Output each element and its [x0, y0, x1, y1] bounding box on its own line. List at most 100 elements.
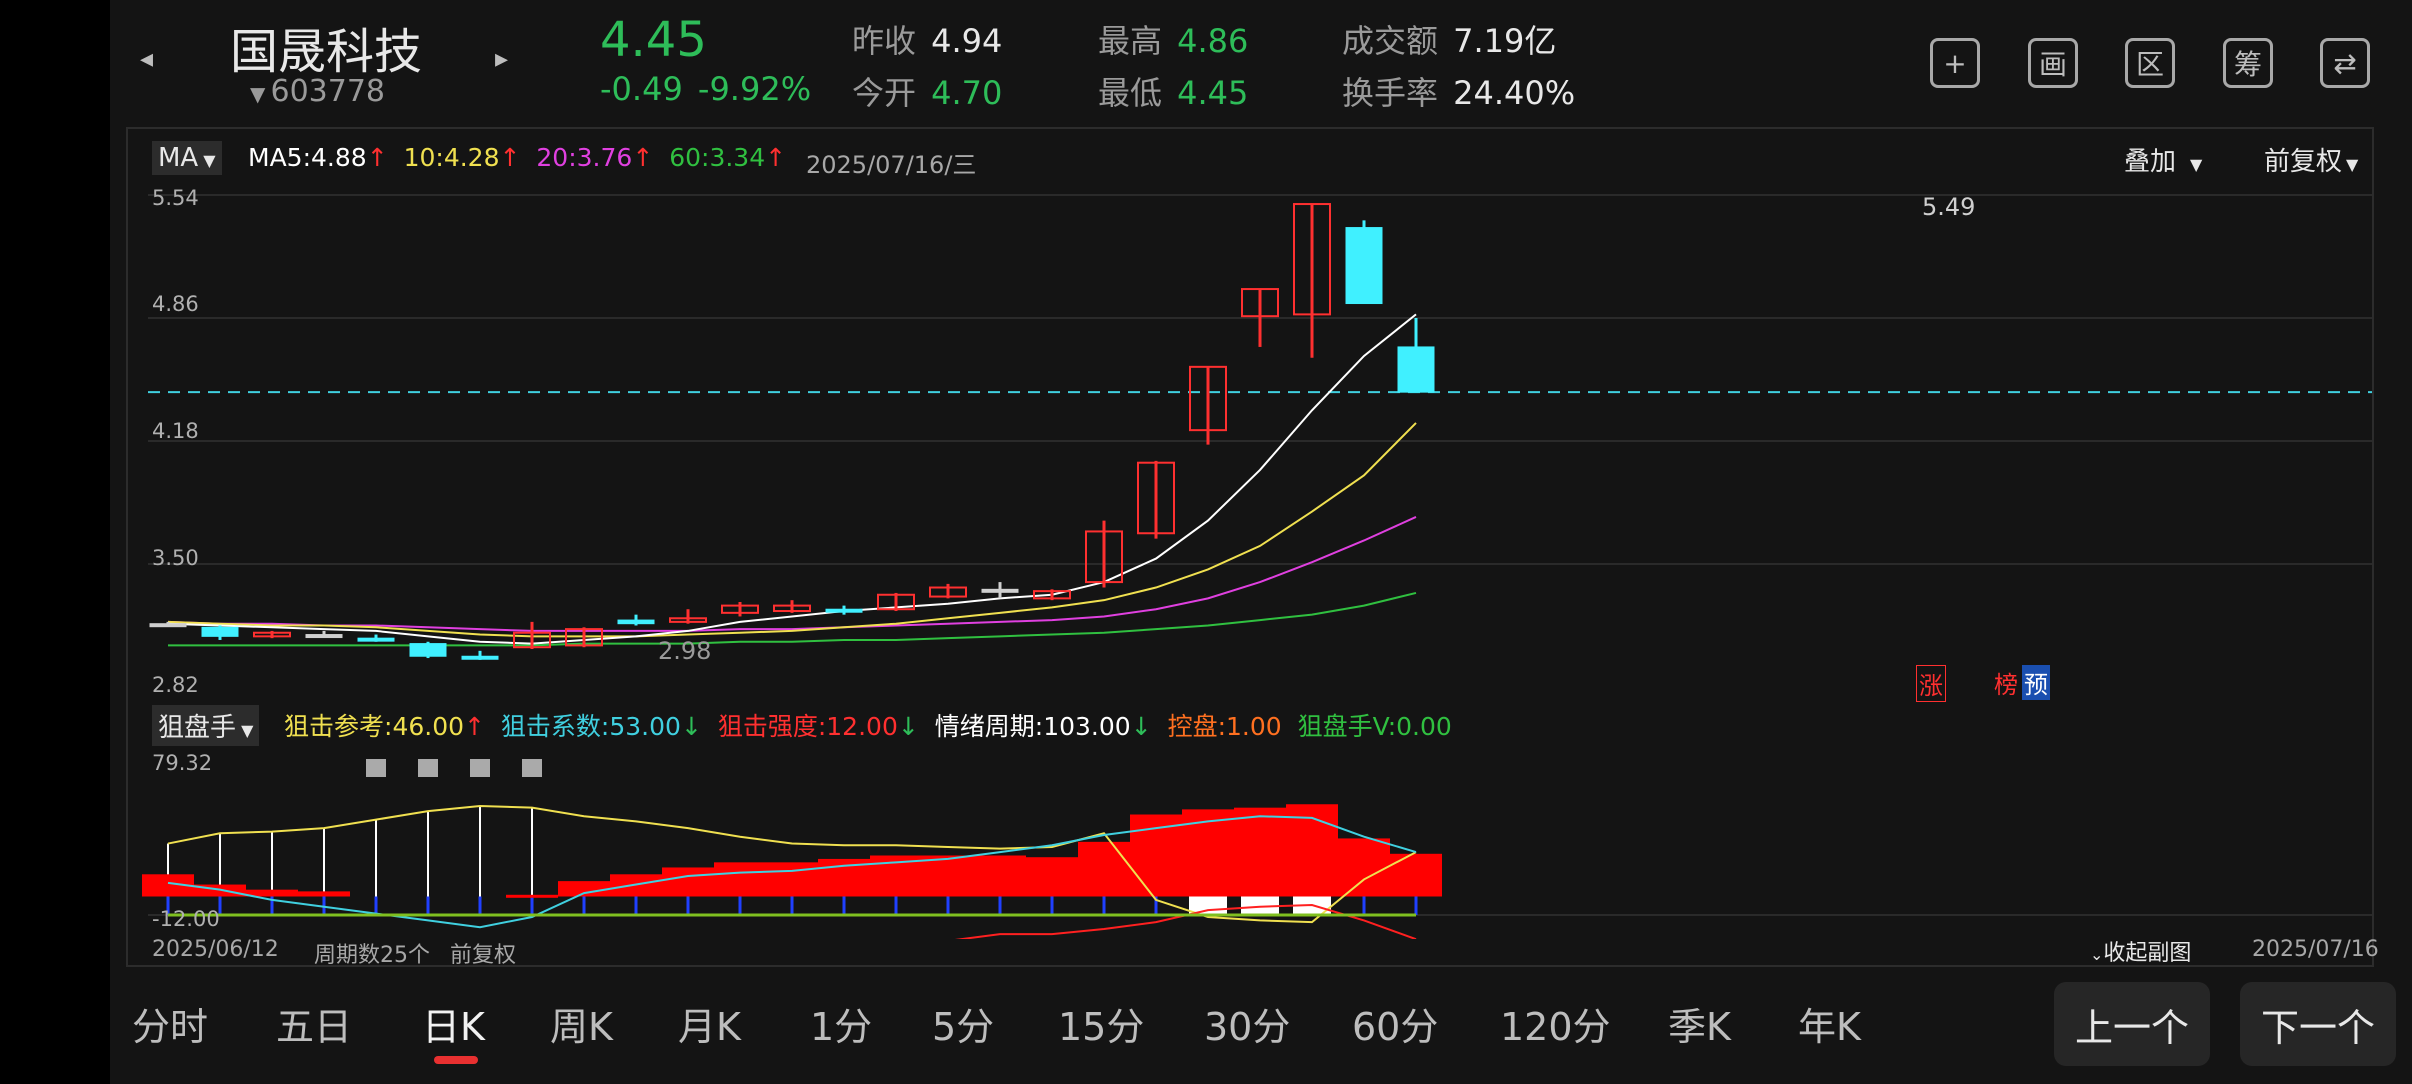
- y-tick-label: 2.82: [152, 673, 199, 697]
- low-value: 4.45: [1177, 74, 1249, 112]
- end-date: 2025/07/16: [2252, 937, 2379, 962]
- tab-weekly-k[interactable]: 周K: [550, 1005, 613, 1049]
- overlay-label: 叠加: [2124, 147, 2177, 177]
- down-arrow-icon: ↓: [680, 712, 702, 741]
- red-block: [974, 855, 1026, 897]
- ma-legend: MA5:4.88↑ 10:4.28↑ 20:3.76↑ 60:3.34↑: [248, 143, 786, 172]
- tab-5min[interactable]: 5分: [932, 1005, 995, 1049]
- tab-60min[interactable]: 60分: [1352, 1005, 1439, 1049]
- ma5-value: 4.88: [311, 143, 367, 172]
- sub-indicator-name: 狙盘手: [158, 713, 237, 743]
- sub-legend: 狙击参考:46.00↑ 狙击系数:53.00↓ 狙击强度:12.00↓ 情绪周期…: [284, 707, 1452, 743]
- red-block: [1338, 838, 1390, 897]
- main-indicator-select[interactable]: MA ▼: [152, 141, 222, 175]
- sub-legend-label: 狙盘手V:: [1297, 712, 1397, 741]
- high: 最高 4.86: [1098, 16, 1248, 62]
- red-block: [1026, 857, 1078, 897]
- add-icon[interactable]: +: [1930, 38, 1980, 88]
- tab-wuri[interactable]: 五日: [276, 1005, 353, 1049]
- draw-icon[interactable]: 画: [2028, 38, 2078, 88]
- low: 最低 4.45: [1098, 68, 1248, 114]
- stock-code: 603778: [270, 74, 386, 109]
- turnover-rate-label: 换手率: [1342, 74, 1439, 112]
- ma20-label: 20:: [536, 143, 577, 172]
- low-label: 最低: [1098, 74, 1163, 112]
- candle-body: [1241, 288, 1279, 318]
- red-block: [1130, 814, 1182, 897]
- sub-legend-value: 12.00: [826, 712, 898, 741]
- sub-y-tick-label: 79.32: [152, 751, 213, 775]
- ma60-arrow-icon: ↑: [765, 143, 787, 172]
- prev-close-label: 昨收: [852, 22, 917, 60]
- next-stock-arrow-icon[interactable]: ▸: [495, 44, 509, 74]
- ma20-line: [167, 516, 1417, 632]
- candle-body: [513, 631, 551, 649]
- candle-body: [461, 655, 499, 660]
- stock-code-row[interactable]: ▼ 603778: [250, 74, 385, 109]
- red-block: [1390, 853, 1442, 897]
- turnover-rate-value: 24.40%: [1453, 74, 1576, 112]
- candlestick-chart[interactable]: [128, 129, 2372, 829]
- up-arrow-icon: ↑: [464, 712, 485, 741]
- red-block: [1286, 804, 1338, 897]
- tab-1min[interactable]: 1分: [810, 1005, 873, 1049]
- rotate-screen-icon[interactable]: ⇄: [2320, 38, 2370, 88]
- candle-body: [773, 604, 811, 613]
- red-block: [766, 862, 818, 897]
- range-icon[interactable]: 区: [2125, 38, 2175, 88]
- adjust-select[interactable]: 前复权 ▼: [2264, 141, 2358, 178]
- candle-body: [721, 604, 759, 614]
- sub-indicator-select[interactable]: 狙盘手 ▼: [152, 705, 260, 746]
- tab-fenshi[interactable]: 分时: [132, 1005, 209, 1049]
- turnover-rate: 换手率 24.40%: [1342, 68, 1575, 114]
- candle-body: [981, 588, 1019, 593]
- sub-indicator-chart[interactable]: [128, 739, 2372, 939]
- ma20-arrow-icon: ↑: [632, 143, 654, 172]
- red-block: [298, 891, 350, 897]
- stock-name: 国晟科技: [230, 24, 423, 80]
- candle-body: [929, 586, 967, 598]
- open-label: 今开: [852, 74, 917, 112]
- red-block: [662, 867, 714, 897]
- candle-body: [669, 617, 707, 623]
- grey-marker: [366, 759, 386, 777]
- candle-body: [253, 631, 291, 638]
- dropdown-caret-icon: ▼: [250, 82, 266, 106]
- dropdown-caret-icon: ▼: [2190, 155, 2203, 174]
- sub-legend-value: 0.00: [1396, 712, 1452, 741]
- candle-body: [357, 637, 395, 642]
- ranking-tag[interactable]: 榜: [1994, 671, 2018, 699]
- sub-legend-value: 53.00: [609, 712, 681, 741]
- prev-stock-arrow-icon[interactable]: ◂: [140, 44, 154, 74]
- high-value: 4.86: [1177, 22, 1249, 60]
- ma5-label: MA5:: [248, 143, 312, 172]
- tab-120min[interactable]: 120分: [1500, 1005, 1611, 1049]
- chip-icon[interactable]: 筹: [2223, 38, 2273, 88]
- tab-year-k[interactable]: 年K: [1798, 1005, 1861, 1049]
- tab-daily-k[interactable]: 日K: [422, 1005, 485, 1049]
- prev-button[interactable]: 上一个: [2054, 982, 2210, 1066]
- tab-season-k[interactable]: 季K: [1668, 1005, 1731, 1049]
- overlay-select[interactable]: 叠加 ▼: [2124, 141, 2202, 178]
- high-label: 最高: [1098, 22, 1163, 60]
- white-bar: [1293, 892, 1331, 915]
- ma20-value: 3.76: [576, 143, 633, 172]
- down-arrow-icon: ↓: [897, 712, 919, 741]
- sub-legend-label: 控盘:: [1167, 712, 1227, 741]
- price-change: -0.49: [600, 70, 683, 108]
- forecast-tag[interactable]: 预: [2022, 665, 2050, 700]
- candle-body: [1345, 227, 1383, 305]
- ma10-arrow-icon: ↑: [499, 143, 521, 172]
- collapse-subchart-button[interactable]: ⌄收起副图: [2090, 935, 2191, 967]
- tab-30min[interactable]: 30分: [1204, 1005, 1291, 1049]
- next-button[interactable]: 下一个: [2240, 982, 2396, 1066]
- candle-body: [1137, 461, 1175, 535]
- tab-monthly-k[interactable]: 月K: [678, 1005, 741, 1049]
- limit-up-tag[interactable]: 涨: [1916, 665, 1946, 702]
- low-marker-label: 2.98: [658, 637, 712, 665]
- sub-legend-value: 46.00: [392, 712, 465, 741]
- tab-15min[interactable]: 15分: [1058, 1005, 1145, 1049]
- high-marker-label: 5.49: [1922, 193, 1976, 221]
- chart-panel[interactable]: MA ▼ MA5:4.88↑ 10:4.28↑ 20:3.76↑ 60:3.34…: [126, 127, 2379, 968]
- sub-legend-label: 狙击参考:: [284, 712, 393, 741]
